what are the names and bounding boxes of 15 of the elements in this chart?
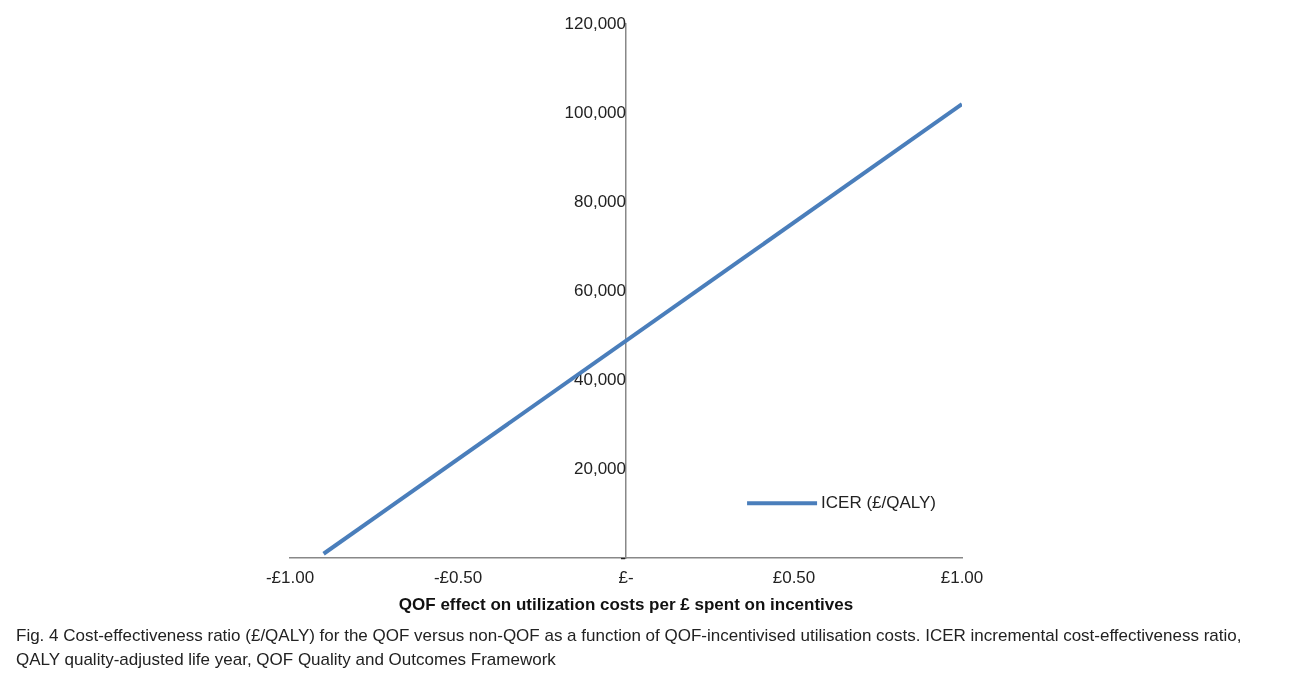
x-tick-label: -£0.50 bbox=[433, 568, 483, 588]
x-axis-title: QOF effect on utilization costs per £ spent on incentives bbox=[398, 595, 854, 615]
y-tick-label: 80,000 bbox=[574, 191, 626, 211]
y-tick-label: 20,000 bbox=[574, 458, 626, 478]
y-tick-label: 60,000 bbox=[574, 280, 626, 300]
y-tick-label: 120,000 bbox=[564, 13, 626, 33]
x-tick-label: £- bbox=[618, 568, 634, 588]
x-tick-label: £0.50 bbox=[772, 568, 816, 588]
y-tick-label: - bbox=[620, 547, 626, 567]
legend-label: ICER (£/QALY) bbox=[821, 492, 936, 512]
x-tick-label: £1.00 bbox=[940, 568, 984, 588]
caption: Fig. 4 Cost-effectiveness ratio (£/QALY) for the QOF versus non-QOF as a function of QOF-incentivised utilisation costs. ICER incremental cost-effectiveness ratio, QALY quality-adjusted life year, QOF Quality and Outcomes Framework bbox=[16, 625, 1243, 671]
y-tick-label: 100,000 bbox=[564, 102, 626, 122]
x-tick-label: -£1.00 bbox=[265, 568, 315, 588]
y-tick-label: 40,000 bbox=[574, 369, 626, 389]
